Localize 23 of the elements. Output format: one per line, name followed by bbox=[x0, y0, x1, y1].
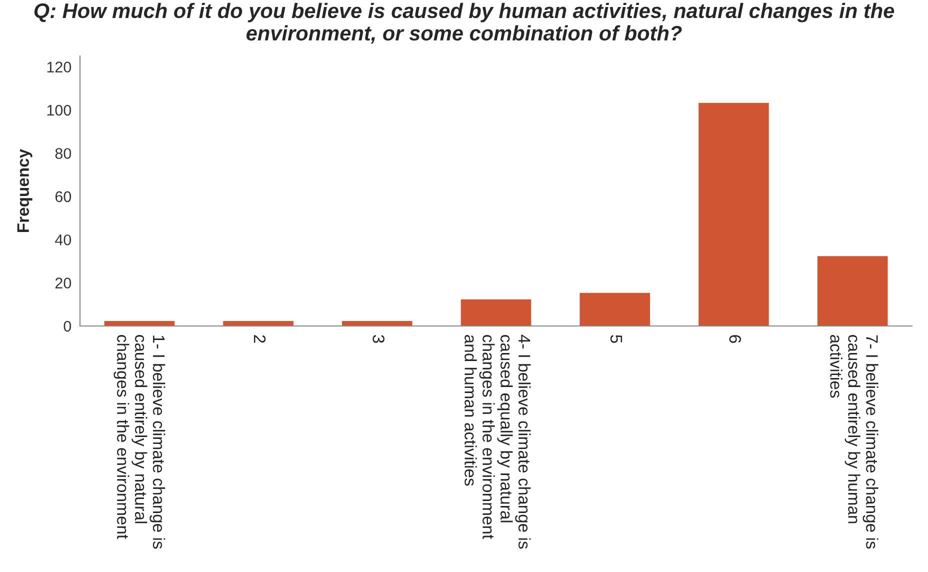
x-tick-label: 2 bbox=[254, 335, 266, 343]
y-tick-label: 120 bbox=[47, 62, 72, 72]
y-tick-label: 60 bbox=[55, 191, 72, 202]
chart-title: Q: How much of it do you believe is caused by human activities, natural changes in the environment, or some combination of both? bbox=[34, 2, 894, 44]
x-tick-label: 1- I believe climate change is caused entirely by natural changes in the environment bbox=[114, 335, 166, 549]
bar bbox=[580, 292, 650, 326]
x-tick-label: 3 bbox=[372, 334, 384, 343]
bar bbox=[817, 256, 888, 326]
x-tick-label: 5 bbox=[610, 335, 622, 343]
x-tick-label: 4- I believe climate change is caused equally by natural changes in the environment and human activities bbox=[464, 334, 531, 549]
y-axis-title: Frequency bbox=[17, 148, 32, 232]
y-tick-label: 100 bbox=[47, 104, 72, 116]
x-tick-label: 7- I believe climate change is caused entirely by human activities bbox=[830, 335, 878, 549]
bar bbox=[698, 102, 769, 326]
bar bbox=[223, 320, 294, 326]
y-tick-label: 0 bbox=[64, 320, 72, 332]
y-tick-label: 80 bbox=[55, 148, 72, 159]
y-tick-label: 20 bbox=[55, 278, 72, 288]
x-tick-label: 6 bbox=[729, 335, 742, 343]
bar bbox=[104, 320, 175, 326]
bar bbox=[342, 320, 412, 326]
y-tick-label: 40 bbox=[55, 234, 72, 246]
bar bbox=[460, 299, 532, 326]
